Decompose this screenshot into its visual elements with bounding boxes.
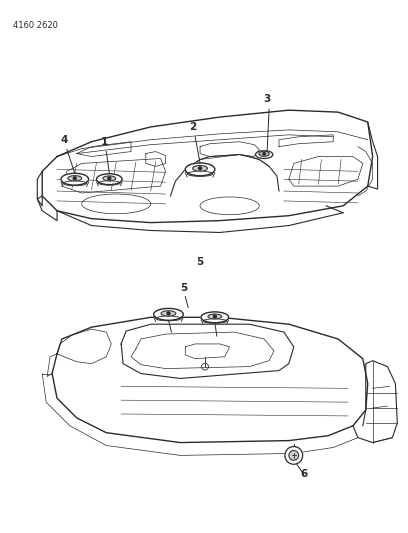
Ellipse shape bbox=[103, 176, 116, 181]
Circle shape bbox=[73, 177, 76, 180]
Ellipse shape bbox=[193, 165, 207, 171]
Circle shape bbox=[199, 167, 202, 170]
Circle shape bbox=[213, 315, 216, 318]
Ellipse shape bbox=[61, 173, 89, 185]
Ellipse shape bbox=[185, 163, 215, 176]
Circle shape bbox=[167, 312, 170, 315]
Ellipse shape bbox=[161, 311, 176, 316]
Ellipse shape bbox=[68, 176, 82, 181]
Text: 3: 3 bbox=[264, 94, 271, 104]
Ellipse shape bbox=[255, 151, 273, 158]
Ellipse shape bbox=[201, 312, 228, 322]
Text: 5: 5 bbox=[181, 282, 188, 293]
Ellipse shape bbox=[96, 174, 122, 184]
Ellipse shape bbox=[259, 151, 269, 156]
Ellipse shape bbox=[154, 309, 183, 320]
Circle shape bbox=[263, 152, 265, 155]
Text: 2: 2 bbox=[190, 122, 197, 132]
Text: 5: 5 bbox=[196, 257, 204, 267]
Text: 6: 6 bbox=[300, 469, 307, 479]
Text: 1: 1 bbox=[101, 136, 108, 147]
Circle shape bbox=[285, 447, 303, 464]
Ellipse shape bbox=[208, 314, 222, 319]
Circle shape bbox=[289, 450, 299, 461]
Circle shape bbox=[108, 177, 111, 180]
Text: 4160 2620: 4160 2620 bbox=[13, 21, 58, 30]
Text: 4: 4 bbox=[60, 135, 68, 144]
